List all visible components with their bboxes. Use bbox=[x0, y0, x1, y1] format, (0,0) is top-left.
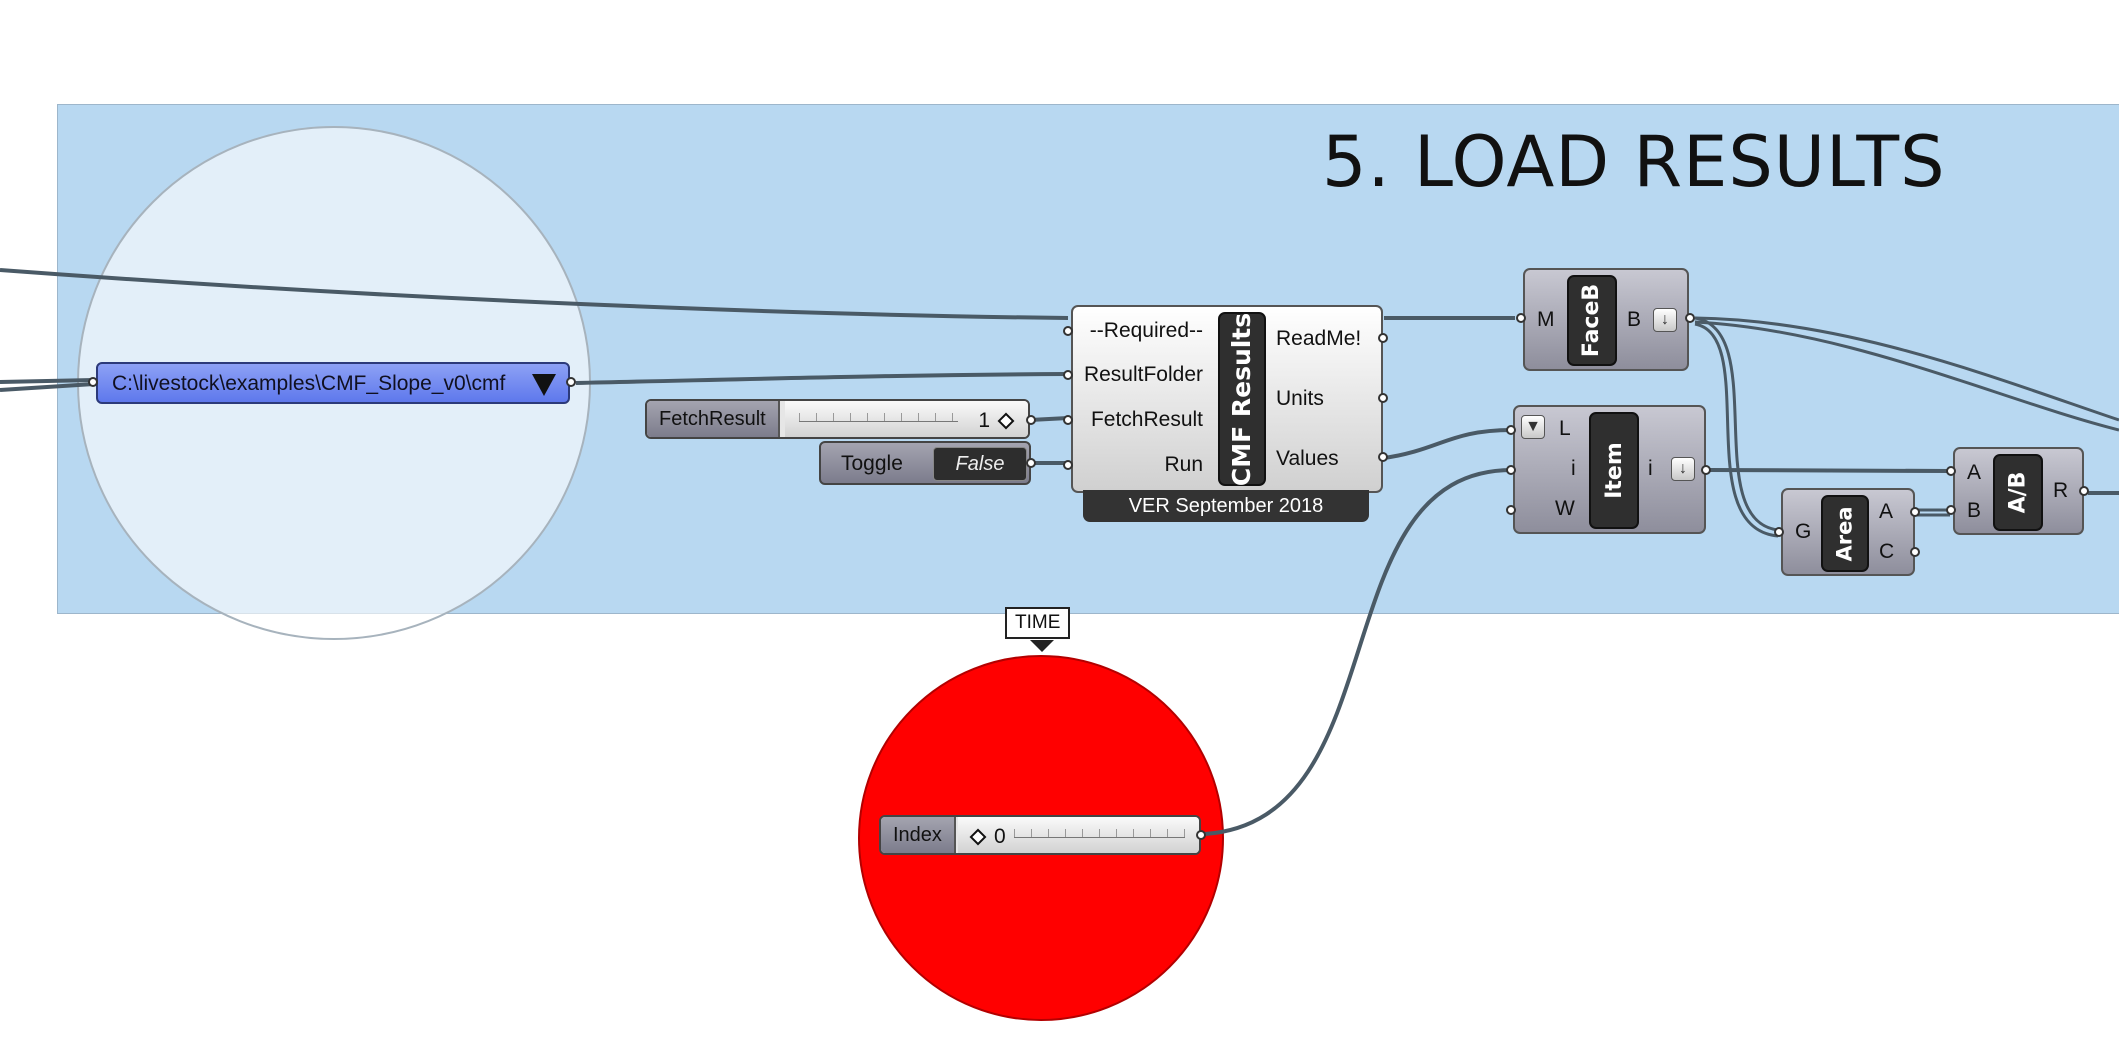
index-slider[interactable]: Index 0 bbox=[879, 815, 1201, 855]
fetchresult-slider-label: FetchResult bbox=[647, 401, 780, 437]
fetchresult-slider-track[interactable]: 1 bbox=[785, 401, 1028, 437]
input-b[interactable]: B bbox=[1967, 499, 1982, 522]
folder-path-panel[interactable]: C:\livestock\examples\CMF_Slope_v0\cmf bbox=[96, 362, 570, 404]
grip-item-out[interactable] bbox=[1701, 465, 1711, 475]
cmf-results-nickname: CMF Results bbox=[1218, 312, 1266, 486]
area-nickname: Area bbox=[1821, 495, 1869, 572]
wire-faceb-out-2 bbox=[1694, 320, 2119, 432]
wire-faceb-area-1 bbox=[1694, 316, 1779, 532]
output-result[interactable]: R bbox=[2053, 479, 2069, 502]
grip-area-a[interactable] bbox=[1910, 507, 1920, 517]
toggle-state[interactable]: False bbox=[933, 447, 1027, 481]
slider-ticks bbox=[1014, 829, 1185, 838]
grip-item-index[interactable] bbox=[1506, 465, 1516, 475]
time-scribble[interactable]: TIME bbox=[1005, 607, 1071, 639]
version-tag: VER September 2018 bbox=[1083, 490, 1369, 522]
grip-fetch-result[interactable] bbox=[1063, 415, 1073, 425]
grip-units[interactable] bbox=[1378, 393, 1388, 403]
toggle-output-grip[interactable] bbox=[1026, 458, 1036, 468]
index-slider-label: Index bbox=[881, 817, 956, 853]
output-readme[interactable]: ReadMe! bbox=[1276, 327, 1362, 350]
grip-values[interactable] bbox=[1378, 452, 1388, 462]
grip-run[interactable] bbox=[1063, 460, 1073, 470]
funnel-icon[interactable]: ▼ bbox=[1521, 415, 1545, 439]
grip-divide-b[interactable] bbox=[1946, 505, 1956, 515]
grip-faceb-out[interactable] bbox=[1685, 313, 1695, 323]
output-item[interactable]: i bbox=[1648, 457, 1653, 480]
fetchresult-slider[interactable]: FetchResult 1 bbox=[645, 399, 1030, 439]
wire-values bbox=[1383, 428, 1513, 460]
run-toggle[interactable]: Toggle False bbox=[819, 441, 1031, 485]
grip-divide-out[interactable] bbox=[2079, 486, 2089, 496]
index-slider-output-grip[interactable] bbox=[1196, 830, 1206, 840]
fetchresult-slider-value: 1 bbox=[978, 409, 990, 432]
grip-area-c[interactable] bbox=[1910, 547, 1920, 557]
folder-path-text[interactable]: C:\livestock\examples\CMF_Slope_v0\cmf bbox=[112, 372, 506, 395]
wire-faceb-out-1 bbox=[1694, 316, 2119, 422]
diamond-icon[interactable] bbox=[969, 828, 987, 846]
index-slider-value: 0 bbox=[994, 825, 1006, 848]
diamond-icon[interactable] bbox=[997, 412, 1015, 430]
down-arrow-icon[interactable]: ↓ bbox=[1671, 457, 1695, 481]
item-nickname: Item bbox=[1589, 412, 1639, 529]
input-a[interactable]: A bbox=[1967, 461, 1982, 484]
face-boundaries-component[interactable]: M FaceB B ↓ bbox=[1523, 268, 1689, 371]
wire-result-folder bbox=[575, 372, 1069, 385]
grip-area-in[interactable] bbox=[1774, 527, 1784, 537]
grip-required[interactable] bbox=[1063, 326, 1073, 336]
grip-item-list[interactable] bbox=[1506, 425, 1516, 435]
down-arrow-icon[interactable]: ↓ bbox=[1653, 308, 1677, 332]
wire-item-out bbox=[1709, 468, 1951, 473]
grip-result-folder[interactable] bbox=[1063, 370, 1073, 380]
output-units[interactable]: Units bbox=[1276, 387, 1324, 410]
input-geometry[interactable]: G bbox=[1795, 520, 1812, 543]
input-result-folder[interactable]: ResultFolder bbox=[1083, 363, 1203, 386]
output-centroid[interactable]: C bbox=[1879, 540, 1895, 563]
area-component[interactable]: G Area A C bbox=[1781, 488, 1915, 576]
wire-index bbox=[1204, 468, 1513, 836]
output-area[interactable]: A bbox=[1879, 500, 1894, 523]
cmf-results-component[interactable]: --Required-- ResultFolder FetchResult Ru… bbox=[1071, 305, 1383, 493]
division-component[interactable]: A B A/B R bbox=[1953, 447, 2084, 535]
input-fetch-result[interactable]: FetchResult bbox=[1090, 408, 1203, 431]
grip-divide-a[interactable] bbox=[1946, 466, 1956, 476]
scribble-pointer bbox=[1030, 640, 1054, 652]
toggle-label: Toggle bbox=[841, 452, 903, 475]
faceb-nickname: FaceB bbox=[1567, 275, 1617, 366]
output-values[interactable]: Values bbox=[1276, 447, 1339, 470]
input-list[interactable]: L bbox=[1559, 417, 1571, 440]
fetchresult-slider-output-grip[interactable] bbox=[1026, 415, 1036, 425]
wire-fetch-slider bbox=[1029, 416, 1069, 422]
wire-faceb-area-2 bbox=[1694, 322, 1779, 538]
group-title: 5. LOAD RESULTS bbox=[1322, 121, 1946, 203]
wire-path-in-a bbox=[0, 378, 95, 384]
panel-output-grip[interactable] bbox=[566, 377, 576, 387]
slider-ticks bbox=[799, 413, 958, 422]
wire-required bbox=[0, 268, 1069, 320]
list-item-component[interactable]: ▼ L i W Item i ↓ bbox=[1513, 405, 1706, 534]
input-run[interactable]: Run bbox=[1164, 453, 1203, 476]
input-wrap[interactable]: W bbox=[1555, 497, 1575, 520]
grip-readme[interactable] bbox=[1378, 333, 1388, 343]
grip-faceb-in[interactable] bbox=[1516, 313, 1526, 323]
wire-path-in-b bbox=[0, 382, 95, 392]
division-nickname: A/B bbox=[1993, 454, 2043, 531]
grip-item-wrap[interactable] bbox=[1506, 505, 1516, 515]
panel-input-grip[interactable] bbox=[88, 377, 98, 387]
index-slider-track[interactable]: 0 bbox=[958, 817, 1199, 853]
triangle-down-icon[interactable] bbox=[532, 374, 556, 396]
input-index[interactable]: i bbox=[1571, 457, 1576, 480]
output-boundaries[interactable]: B bbox=[1627, 308, 1642, 331]
input-mesh[interactable]: M bbox=[1537, 308, 1555, 331]
input-required[interactable]: --Required-- bbox=[1089, 319, 1203, 342]
